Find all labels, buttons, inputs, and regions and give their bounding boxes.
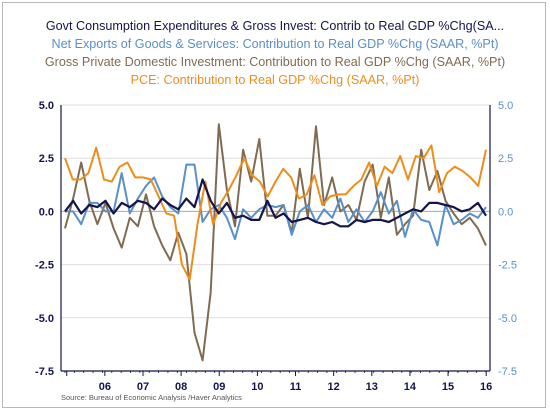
x-tick-label: 06 bbox=[99, 381, 111, 393]
x-tick-label: 16 bbox=[480, 381, 492, 393]
series-line-govt bbox=[64, 178, 487, 228]
legend-entry-net-exports: Net Exports of Goods & Services: Contrib… bbox=[51, 37, 499, 51]
legend-entry-private-investment: Gross Private Domestic Investment: Contr… bbox=[44, 55, 506, 69]
x-tick-label: 14 bbox=[404, 381, 417, 393]
x-tick-label: 09 bbox=[213, 381, 225, 393]
x-tick-label: 15 bbox=[442, 381, 454, 393]
x-tick-label: 10 bbox=[251, 381, 263, 393]
series-line-pce bbox=[64, 144, 487, 281]
source-note: Source: Bureau of Economic Analysis /Hav… bbox=[61, 393, 242, 402]
legend: Govt Consumption Expenditures & Gross In… bbox=[3, 17, 547, 89]
legend-entry-pce: PCE: Contribution to Real GDP %Chg (SAAR… bbox=[130, 73, 420, 87]
series-line-net-exports bbox=[65, 163, 487, 247]
y-tick-label-left: 2.5 bbox=[39, 153, 54, 165]
y-tick-label-left: -5.0 bbox=[35, 313, 54, 325]
x-tick-label: 07 bbox=[137, 381, 149, 393]
legend-entry-govt: Govt Consumption Expenditures & Gross In… bbox=[45, 19, 505, 33]
y-tick-label-right: 5.0 bbox=[498, 100, 513, 112]
series-line-private-investment bbox=[64, 123, 487, 362]
y-tick-label-left: -7.5 bbox=[35, 366, 54, 378]
y-tick-label-right: 2.5 bbox=[498, 153, 513, 165]
y-tick-label-right: 0.0 bbox=[498, 206, 513, 218]
x-tick-label: 12 bbox=[328, 381, 340, 393]
chart-plot: 5.0 5.0 2.5 2.5 0.0 0.0 -2.5 -2.5 -5.0 -5.0 -7.5 -7… bbox=[35, 100, 517, 393]
y-tick-label-left: 0.0 bbox=[39, 206, 54, 218]
x-tick-label: 11 bbox=[290, 381, 302, 393]
y-tick-label-right: -7.5 bbox=[498, 366, 517, 378]
y-tick-label-left: 5.0 bbox=[39, 100, 54, 112]
y-tick-label-right: -5.0 bbox=[498, 313, 517, 325]
x-tick-label: 13 bbox=[366, 381, 378, 393]
y-tick-label-left: -2.5 bbox=[35, 260, 54, 272]
chart-frame: Govt Consumption Expenditures & Gross In… bbox=[2, 2, 546, 408]
y-tick-label-right: -2.5 bbox=[498, 260, 517, 272]
x-tick-label: 08 bbox=[175, 381, 187, 393]
